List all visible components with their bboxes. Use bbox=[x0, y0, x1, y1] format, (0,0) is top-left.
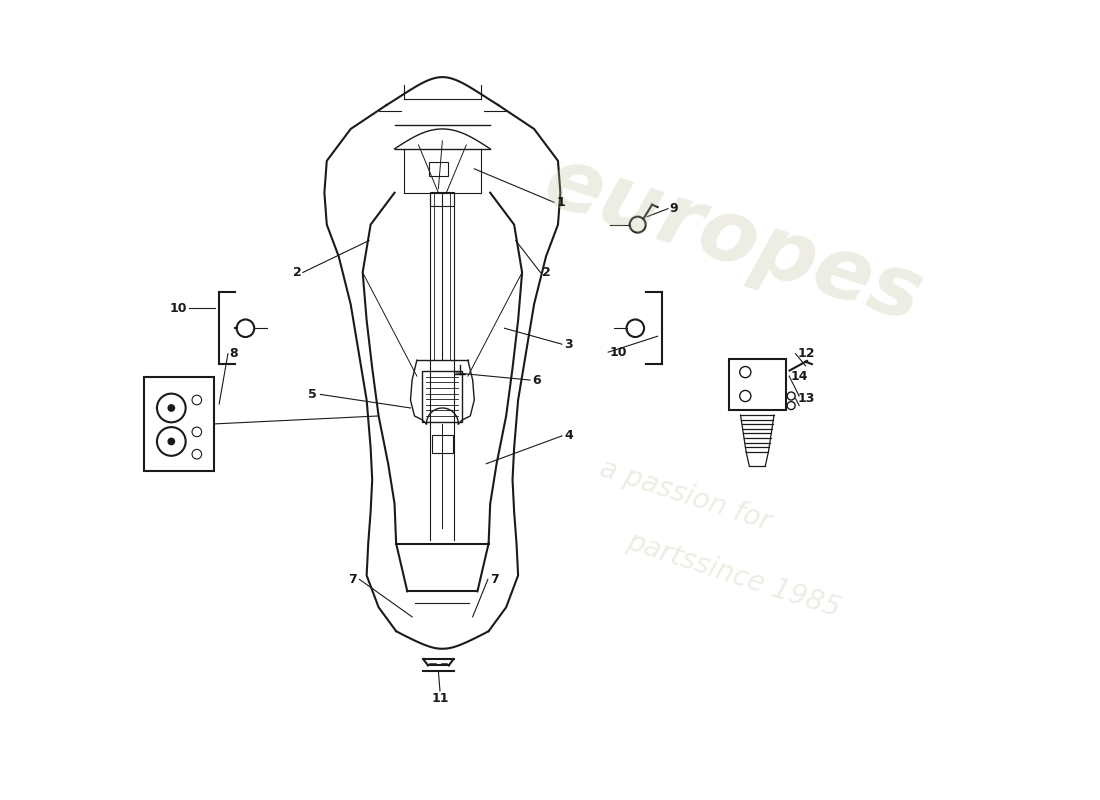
Text: 10: 10 bbox=[609, 346, 627, 358]
FancyBboxPatch shape bbox=[432, 435, 453, 453]
Circle shape bbox=[168, 405, 175, 411]
Text: 11: 11 bbox=[431, 693, 449, 706]
Text: 3: 3 bbox=[564, 338, 573, 350]
Text: 14: 14 bbox=[791, 370, 808, 382]
Text: 13: 13 bbox=[798, 392, 814, 405]
Text: 10: 10 bbox=[169, 302, 187, 315]
Text: 12: 12 bbox=[798, 347, 815, 360]
Text: a passion for: a passion for bbox=[596, 454, 774, 537]
Text: 9: 9 bbox=[670, 202, 679, 215]
FancyBboxPatch shape bbox=[429, 162, 448, 176]
Text: 2: 2 bbox=[293, 266, 301, 279]
Text: 4: 4 bbox=[564, 430, 573, 442]
FancyBboxPatch shape bbox=[729, 358, 785, 410]
Text: 8: 8 bbox=[230, 347, 238, 360]
Text: 1: 1 bbox=[557, 196, 565, 209]
Text: partssince 1985: partssince 1985 bbox=[623, 528, 844, 623]
Text: 5: 5 bbox=[308, 388, 317, 401]
Text: 7: 7 bbox=[349, 573, 358, 586]
Text: 2: 2 bbox=[542, 266, 551, 279]
FancyBboxPatch shape bbox=[422, 370, 462, 422]
Circle shape bbox=[168, 438, 175, 445]
FancyBboxPatch shape bbox=[144, 377, 214, 471]
FancyBboxPatch shape bbox=[430, 192, 454, 206]
Text: 7: 7 bbox=[491, 573, 499, 586]
Text: 6: 6 bbox=[532, 374, 541, 386]
Text: europes: europes bbox=[534, 141, 933, 341]
